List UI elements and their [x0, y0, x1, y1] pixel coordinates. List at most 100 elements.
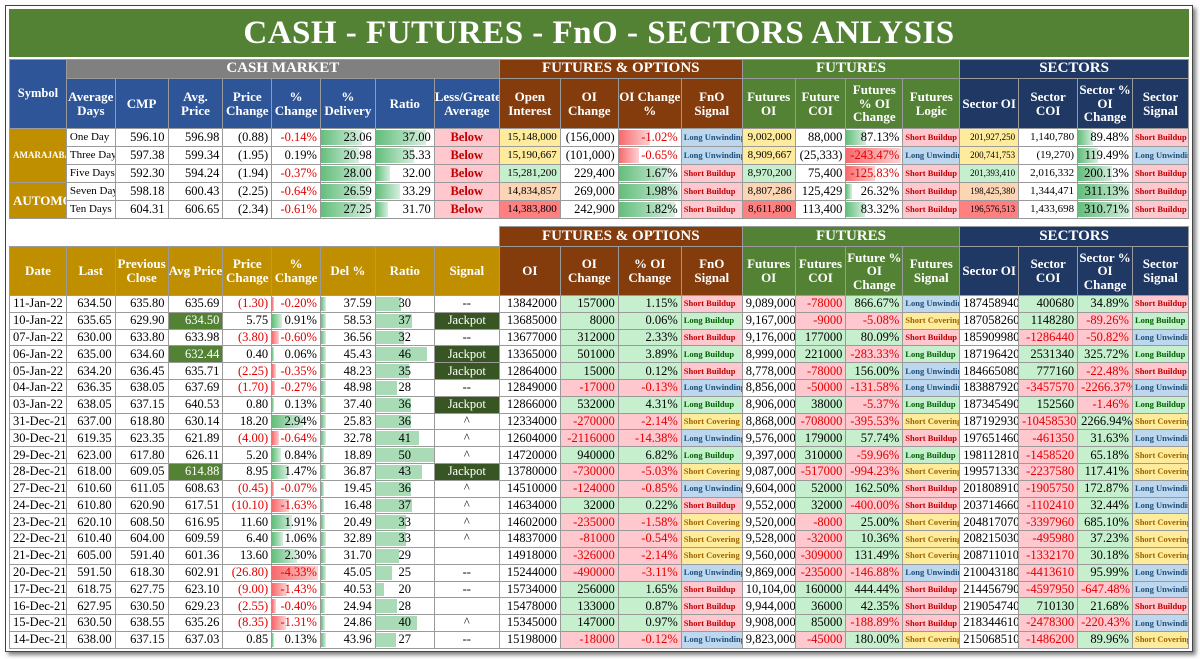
value-cell: (4.00)	[222, 429, 273, 448]
header-sector-coi: Sector COI	[1018, 78, 1079, 129]
date-cell: 23-Dec-21	[9, 513, 67, 532]
header-price-change: Price Change	[222, 246, 273, 296]
bar-cell: 119.49%	[1077, 146, 1133, 165]
value-cell: 1,140,780	[1018, 128, 1079, 147]
change-cell: -1905750	[1018, 479, 1079, 498]
signal-cell: Short Buildup	[902, 328, 961, 347]
signal-text-cell: --	[433, 580, 500, 599]
avg-days-cell: One Day	[65, 128, 116, 147]
bar-cell: 35	[374, 362, 435, 380]
date-cell: 14-Dec-21	[9, 630, 67, 649]
signal-cell: Long Buildup	[1131, 311, 1190, 330]
bar-value: 33	[398, 531, 412, 546]
change-cell: -0.85%	[617, 479, 682, 498]
change-cell: 221000	[794, 345, 847, 364]
bar-cell: 37	[374, 311, 435, 330]
table-row: 20-Dec-21 591.50 618.30 602.91 (26.80) -4.33%…	[9, 563, 1190, 582]
bar-value: -243.47%	[850, 147, 900, 162]
bar-value: 1.67%	[645, 165, 678, 180]
sector-name: AUTOMOBILE	[13, 192, 65, 208]
bar-value: 43	[398, 464, 412, 479]
header-future-coi: Future COI	[794, 78, 847, 129]
value-cell: -0.61%	[271, 200, 321, 219]
value-cell: 14837000	[498, 530, 561, 548]
bar-cell: 20	[374, 580, 435, 599]
signal-text-cell: ^	[433, 446, 500, 464]
date-cell: 20-Dec-21	[9, 563, 67, 582]
change-cell: -309000	[794, 546, 847, 565]
value-cell: 618.80	[114, 412, 169, 431]
header-sector-oi: Sector OI	[959, 246, 1020, 296]
group-futures-options: FUTURES & OPTIONS	[498, 59, 743, 79]
header-oi-change: OI Change	[559, 78, 619, 129]
change-cell: 32000	[559, 496, 619, 515]
change-cell: 940000	[559, 446, 619, 464]
value-cell: 12849000	[498, 378, 561, 397]
bar-value: 31.70	[343, 548, 372, 563]
value-cell: 11.60	[222, 513, 273, 532]
change-cell: 157000	[559, 295, 619, 313]
bar-cell: 32.89	[319, 530, 376, 548]
bar-value: 43.96	[343, 632, 372, 647]
bar-cell: 36.56	[319, 328, 376, 347]
change-cell: -283.33%	[845, 345, 904, 364]
avg-compare-cell: Below	[433, 182, 500, 201]
change-cell: -45000	[794, 630, 847, 649]
avg-price-cell: 635.26	[167, 614, 224, 632]
avg-compare-cell: Below	[433, 128, 500, 147]
value-cell: 9,176,000	[741, 328, 796, 347]
bar-cell: 37.40	[319, 395, 376, 414]
bar-value: -0.64%	[280, 430, 317, 445]
bar-value: 1.82%	[645, 201, 678, 216]
value-cell: 184665080	[959, 362, 1020, 380]
bar-value: -0.60%	[280, 329, 317, 344]
change-cell: 15000	[559, 362, 619, 380]
bar-cell: 36	[374, 479, 435, 498]
change-cell: 42.35%	[845, 597, 904, 616]
value-cell: 12866000	[498, 395, 561, 414]
bar-cell: 36.87	[319, 462, 376, 481]
signal-cell: Long Unwinding	[902, 563, 961, 582]
value-cell: (156,000)	[559, 128, 619, 147]
change-cell: -3.11%	[617, 563, 682, 582]
date-cell: 22-Dec-21	[9, 530, 67, 548]
change-cell: -131.58%	[845, 378, 904, 397]
change-cell: -17000	[559, 378, 619, 397]
bar-cell: 43	[374, 462, 435, 481]
bar-value: 1.06%	[284, 531, 317, 546]
signal-text-cell: Jackpot	[433, 311, 500, 330]
bar-cell: 40	[374, 614, 435, 632]
change-cell: -1286440	[1018, 328, 1079, 347]
signal-text-cell: --	[433, 563, 500, 582]
group-cash-market: CASH MARKET	[65, 59, 500, 79]
change-cell: -1486200	[1018, 630, 1079, 649]
bar-value: 37.00	[402, 129, 431, 144]
value-cell: (3.80)	[222, 328, 273, 347]
signal-cell: Long Unwinding	[680, 563, 743, 582]
value-cell: 13780000	[498, 462, 561, 481]
bar-cell: 0.91%	[271, 311, 321, 330]
bar-cell: -0.65%	[617, 146, 682, 165]
avg-price-cell: 602.91	[167, 563, 224, 582]
value-cell: 8,909,667	[741, 146, 796, 165]
signal-cell: Long Unwinding	[680, 128, 743, 147]
table-row: 31-Dec-21 637.00 618.80 630.14 18.20 2.94% 25.…	[9, 412, 1190, 431]
change-cell: -2266.37%	[1077, 378, 1133, 397]
bar-cell: 1.98%	[617, 182, 682, 201]
signal-cell: Short Covering	[1131, 546, 1190, 565]
bar-cell: 28.00	[319, 164, 376, 183]
signal-text-cell: ^	[433, 530, 500, 548]
header-avg-price: Avg. Price	[167, 78, 224, 129]
value-cell: 8,611,800	[741, 200, 796, 219]
avg-price-cell: 634.50	[167, 311, 224, 330]
table-row: 04-Jan-22 636.35 638.05 637.69 (1.70) -0.27% 4…	[9, 378, 1190, 397]
change-cell: 2266.94%	[1077, 412, 1133, 431]
table-row: 24-Dec-21 610.80 620.90 617.51 (10.10) -1.63%…	[9, 496, 1190, 515]
change-cell: -2478300	[1018, 614, 1079, 632]
change-cell: -235000	[559, 513, 619, 532]
signal-cell: Short Covering	[1131, 513, 1190, 532]
date-cell: 16-Dec-21	[9, 597, 67, 616]
value-cell: 8,856,000	[741, 378, 796, 397]
change-cell: -22.48%	[1077, 362, 1133, 380]
bar-value: 37	[398, 313, 412, 328]
